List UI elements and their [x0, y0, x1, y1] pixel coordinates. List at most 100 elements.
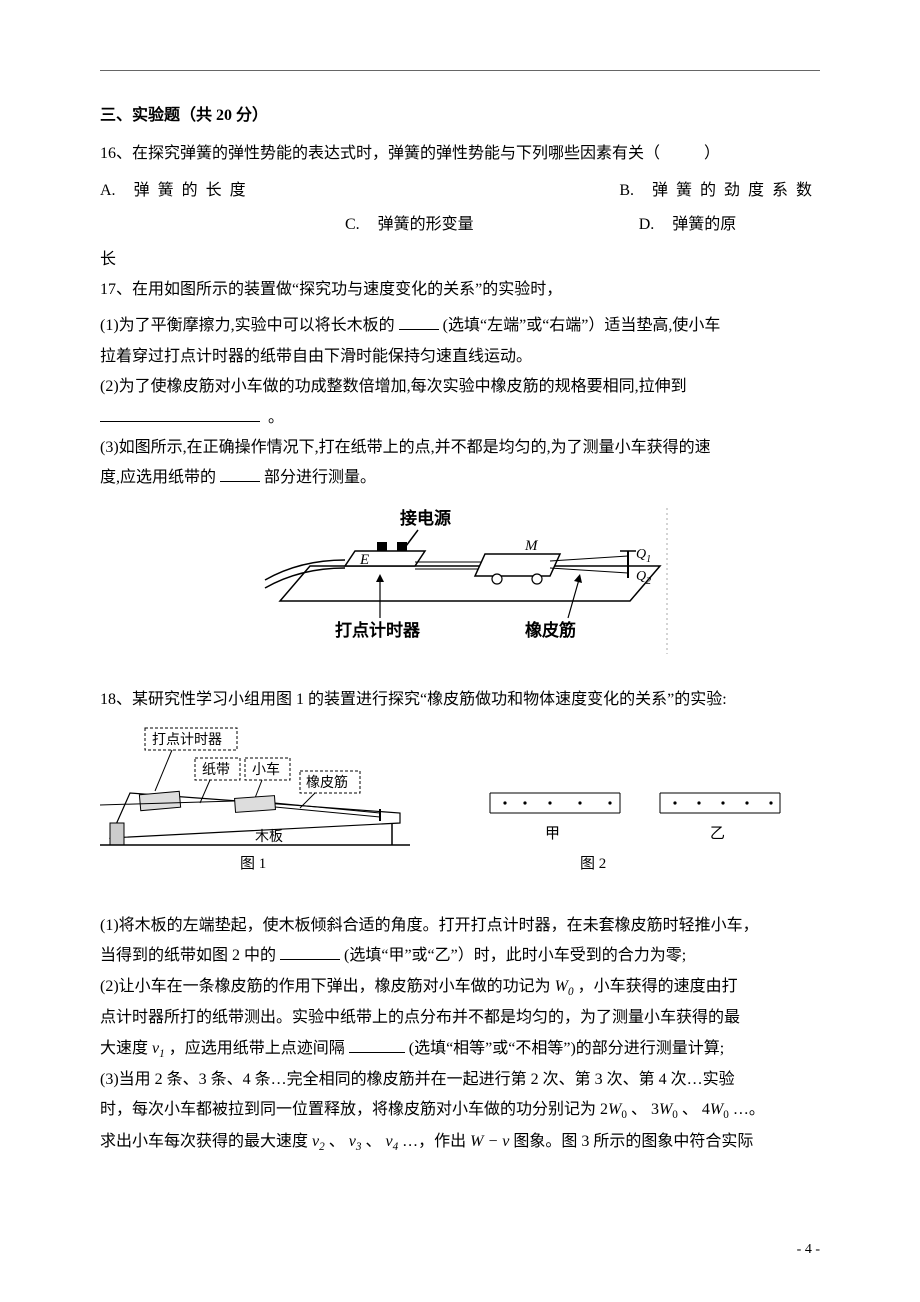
q16-stem: 16、在探究弹簧的弹性势能的表达式时，弹簧的弹性势能与下列哪些因素有关（ ） — [100, 139, 820, 169]
q16-optD: D. 弹簧的原 — [639, 210, 737, 240]
q17-p2: (2)为了使橡皮筋对小车做的功成整数倍增加,每次实验中橡皮筋的规格要相同,拉伸到 — [100, 372, 820, 402]
lead-timer — [155, 750, 172, 791]
lbl-yi: 乙 — [710, 826, 725, 842]
q18-p2b: ，小车获得的速度由打 — [578, 978, 738, 995]
q17-p1c: 拉着穿过打点计时器的纸带自由下滑时能保持匀速直线运动。 — [100, 342, 820, 372]
lbl-cart: 小车 — [252, 761, 280, 778]
q16-optD-cont: 长 — [100, 245, 820, 275]
q16-B-text: 弹簧的劲度系数 — [652, 182, 820, 199]
q18-blank2 — [349, 1052, 405, 1053]
q18-p3-line3: 求出小车每次获得的最大速度 v2 、 v3 、 v4 …，作出 W − v 图象… — [100, 1127, 820, 1158]
q18-p3f: 图象。图 3 所示的图象中符合实际 — [513, 1133, 753, 1150]
power-label: 接电源 — [400, 508, 451, 528]
q17-p3b-line: 度,应选用纸带的 部分进行测量。 — [100, 463, 820, 493]
rubber-arrowhead — [574, 574, 582, 583]
cart-shape — [235, 796, 276, 813]
timer-box — [345, 551, 425, 566]
cart-body — [475, 554, 560, 576]
rubber2 — [550, 568, 628, 573]
q18-v4: v4 — [385, 1133, 398, 1150]
q17-p1: (1)为了平衡摩擦力,实验中可以将长木板的 (选填“左端”或“右端”）适当垫高,… — [100, 311, 820, 341]
q17-svg: 接电源 E M Q1 Q2 — [250, 506, 670, 656]
lbl-timer: 打点计时器 — [152, 731, 222, 748]
q16-A-label: A. — [100, 182, 116, 199]
q16-blank — [664, 145, 704, 162]
rubber-label: 橡皮筋 — [525, 620, 576, 640]
q18-blank1 — [280, 959, 340, 960]
q18-v1: v1 — [152, 1040, 165, 1057]
q18-stem: 18、某研究性学习小组用图 1 的装置进行探究“橡皮筋做功和物体速度变化的关系”… — [100, 685, 820, 715]
q17-stem: 17、在用如图所示的装置做“探究功与速度变化的关系”的实验时， — [100, 275, 820, 305]
lbl-tape: 纸带 — [202, 762, 230, 778]
q16-C-text: 弹簧的形变量 — [378, 216, 474, 233]
q16-D-text: 弹簧的原 — [672, 216, 736, 233]
q18-p2d: 大速度 — [100, 1040, 148, 1057]
M-label: M — [524, 538, 539, 554]
Q1: Q1 — [636, 547, 651, 565]
q18-4W0: 4W0 — [702, 1101, 729, 1118]
q18-p2a: (2)让小车在一条橡皮筋的作用下弹出，橡皮筋对小车做的功记为 — [100, 978, 551, 995]
q17-blank3 — [220, 481, 260, 482]
q18-figure-row: 打点计时器 纸带 小车 橡皮筋 — [100, 723, 820, 904]
rubber-label-arrow — [568, 576, 580, 618]
tape-jia: 甲 — [490, 793, 620, 842]
q17-p3c: 部分进行测量。 — [264, 469, 376, 486]
q18-p2c: 点计时器所打的纸带测出。实验中纸带上的点分布并不都是均匀的，为了测量小车获得的最 — [100, 1003, 820, 1033]
q18-p3c: …。 — [733, 1101, 765, 1118]
q18-p2-line3: 大速度 v1 ，应选用纸带上点迹间隔 (选填“相等”或“不相等”)的部分进行测量… — [100, 1034, 820, 1065]
q18-p3b: 时，每次小车都被拉到同一位置释放，将橡皮筋对小车做的功分别记为 — [100, 1101, 596, 1118]
tape-out — [265, 560, 345, 580]
page-number: - 4 - — [797, 1237, 820, 1264]
lead-tape — [200, 780, 210, 803]
rubber1 — [550, 556, 628, 561]
q17-figure: 接电源 E M Q1 Q2 — [100, 506, 820, 667]
q16-optA: A. 弹簧的长度 — [100, 176, 254, 206]
q17-p2end: 。 — [268, 409, 284, 426]
q18-p2e: ，应选用纸带上点迹间隔 — [169, 1040, 345, 1057]
q18-svg: 打点计时器 纸带 小车 橡皮筋 — [100, 723, 800, 893]
q18-p2f: (选填“相等”或“不相等”)的部分进行测量计算; — [409, 1040, 725, 1057]
tape-yi: 乙 — [660, 793, 780, 842]
q17-blank2 — [100, 421, 260, 422]
q18-p1b: 当得到的纸带如图 2 中的 — [100, 947, 276, 964]
q16-A-text: 弹簧的长度 — [134, 182, 254, 199]
wheel1 — [492, 574, 502, 584]
q17-blank1 — [399, 329, 439, 330]
q17-p3a: (3)如图所示,在正确操作情况下,打在纸带上的点,并不都是均匀的,为了测量小车获… — [100, 433, 820, 463]
q18-p3a: (3)当用 2 条、3 条、4 条…完全相同的橡皮筋并在一起进行第 2 次、第 … — [100, 1065, 820, 1095]
q18-p1a: (1)将木板的左端垫起，使木板倾斜合适的角度。打开打点计时器，在未套橡皮筋时轻推… — [100, 917, 759, 934]
q18-v3: v3 — [349, 1133, 362, 1150]
q17-p1a: (1)为了平衡摩擦力,实验中可以将长木板的 — [100, 317, 395, 334]
sep1: 、 — [631, 1101, 647, 1118]
q16-text: 16、在探究弹簧的弹性势能的表达式时，弹簧的弹性势能与下列哪些因素有关（ — [100, 145, 660, 162]
lbl-fig2: 图 2 — [580, 855, 606, 872]
lbl-fig1: 图 1 — [240, 855, 266, 872]
q17-p1b: (选填“左端”或“右端”）适当垫高,使小车 — [443, 317, 721, 334]
lbl-jia: 甲 — [545, 826, 560, 842]
sep2: 、 — [682, 1101, 698, 1118]
timer-terminal2 — [397, 542, 407, 551]
q17-p2-blankline: 。 — [100, 403, 820, 433]
wheel2 — [532, 574, 542, 584]
E-label: E — [359, 552, 369, 568]
q16-C-label: C. — [345, 216, 360, 233]
page: 三、实验题（共 20 分） 16、在探究弹簧的弹性势能的表达式时，弹簧的弹性势能… — [0, 0, 920, 1302]
q16-close: ） — [704, 145, 720, 162]
timer-terminal1 — [377, 542, 387, 551]
timer-arrowhead — [376, 574, 384, 582]
q17-p3b: 度,应选用纸带的 — [100, 469, 216, 486]
sep3: 、 — [329, 1133, 345, 1150]
q18-2W0: 2W0 — [600, 1101, 627, 1118]
q16-options-row2: C. 弹簧的形变量 D. 弹簧的原 — [100, 210, 820, 240]
q18-p1c: (选填“甲”或“乙”）时，此时小车受到的合力为零; — [344, 947, 686, 964]
q16-options-row1: A. 弹簧的长度 B. 弹簧的劲度系数 — [100, 176, 820, 206]
q18-3W0: 3W0 — [651, 1101, 678, 1118]
q18-p3-line2: 时，每次小车都被拉到同一位置释放，将橡皮筋对小车做的功分别记为 2W0 、 3W… — [100, 1095, 820, 1126]
leg-left — [110, 823, 124, 845]
top-rule — [100, 70, 820, 71]
timer-label: 打点计时器 — [335, 620, 421, 640]
section-title: 三、实验题（共 20 分） — [100, 101, 820, 131]
sep4: 、 — [365, 1133, 381, 1150]
timer-shape — [139, 792, 180, 811]
q18-v2: v2 — [312, 1133, 325, 1150]
